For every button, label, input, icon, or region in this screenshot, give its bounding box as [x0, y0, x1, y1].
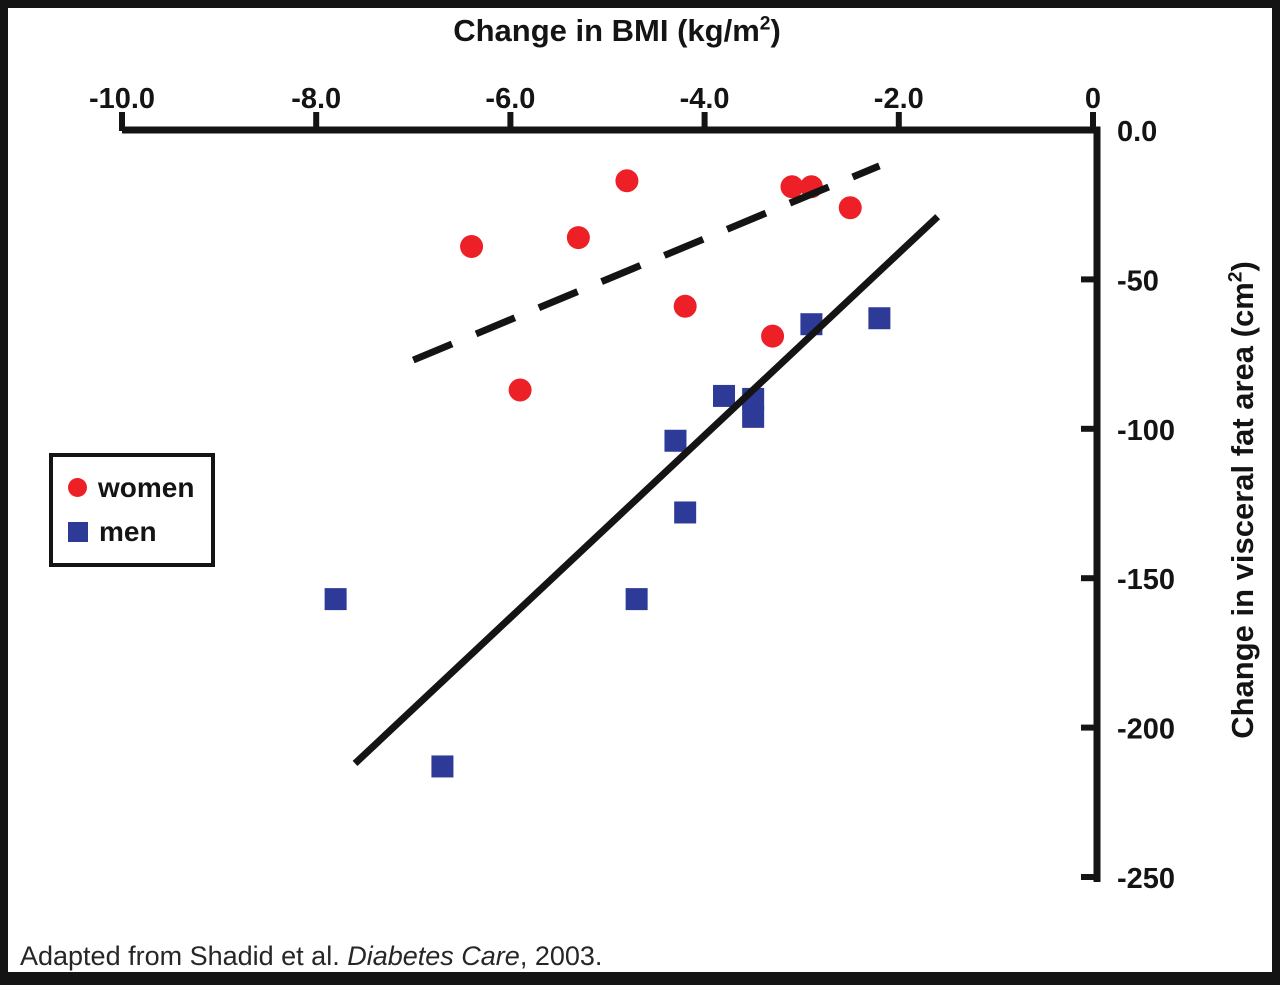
women-point	[615, 169, 639, 193]
x-axis-tick-label: -10.0	[89, 83, 155, 115]
men-point	[674, 501, 697, 524]
women-point	[780, 175, 804, 199]
x-axis-title-close: )	[770, 13, 781, 48]
men-point	[664, 429, 687, 452]
y-axis-title-superscript: 2	[1225, 271, 1247, 283]
men-point	[324, 588, 347, 611]
x-axis-tick-label: -8.0	[291, 83, 341, 115]
y-axis-title-text: Change in visceral fat area (cm	[1225, 282, 1260, 739]
women-marker-icon	[68, 478, 87, 498]
x-axis-title-text: Change in BMI (kg/m	[453, 13, 760, 48]
legend-entry-men: men	[68, 518, 211, 546]
x-axis-title-superscript: 2	[759, 13, 771, 35]
legend-label-women: women	[98, 471, 195, 503]
women-point	[673, 294, 697, 318]
y-axis-tick-label: -250	[1117, 863, 1175, 895]
source-caption: Adapted from Shadid et al. Diabetes Care…	[20, 941, 602, 972]
x-axis-title: Change in BMI (kg/m2)	[453, 13, 781, 49]
y-axis-tick-label: -200	[1117, 714, 1175, 746]
y-axis-tick-label: -150	[1117, 564, 1175, 596]
women-point	[460, 235, 484, 259]
y-axis-title: Change in visceral fat area (cm2)	[1225, 261, 1261, 739]
y-axis-tick-label: 0.0	[1117, 116, 1157, 148]
legend-entry-women: women	[68, 471, 211, 503]
men-marker-icon	[68, 522, 88, 543]
caption-suffix: , 2003.	[519, 941, 603, 971]
x-axis-tick-label: -2.0	[874, 83, 924, 115]
x-axis-tick-label: 0	[1085, 83, 1101, 115]
x-axis-tick-label: -4.0	[680, 83, 730, 115]
men-trend-line	[352, 214, 941, 767]
legend-label-men: men	[99, 516, 157, 548]
women-point	[838, 196, 862, 220]
men-point	[713, 384, 736, 407]
women-point	[566, 226, 590, 250]
y-axis-title-close: )	[1225, 261, 1260, 272]
men-point	[625, 588, 648, 611]
men-point	[868, 307, 891, 330]
women-point	[761, 324, 785, 348]
legend: women men	[49, 453, 215, 567]
x-axis-tick-label: -6.0	[485, 83, 535, 115]
men-point	[431, 755, 454, 778]
y-axis-tick-label: -100	[1117, 415, 1175, 447]
men-point	[742, 405, 765, 428]
y-axis-tick-label: -50	[1117, 265, 1159, 297]
women-point	[508, 378, 532, 402]
caption-prefix: Adapted from Shadid et al.	[20, 941, 348, 971]
women-trend-line	[411, 162, 881, 364]
caption-journal: Diabetes Care	[347, 941, 520, 971]
